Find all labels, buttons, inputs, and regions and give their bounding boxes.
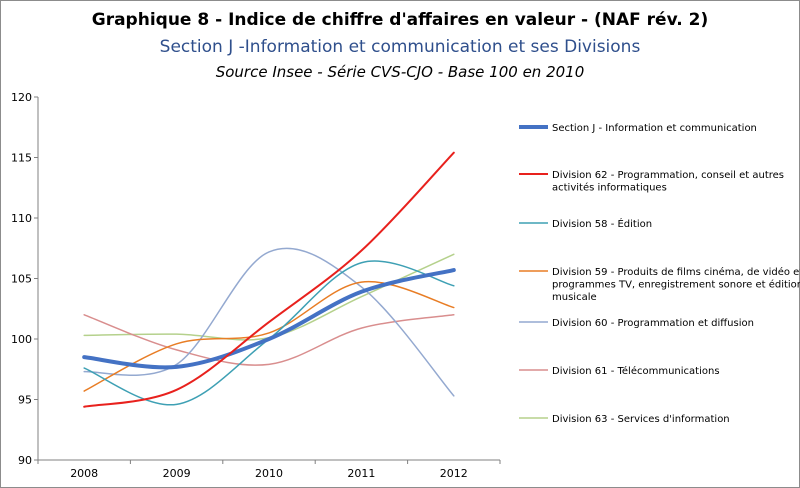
x-tick-label: 2010: [255, 467, 283, 480]
series-line-0: [82, 268, 456, 370]
y-tick-label: 100: [11, 333, 32, 346]
legend-label-2: Division 58 - Édition: [552, 217, 652, 230]
x-tick-label: 2008: [70, 467, 98, 480]
y-tick-label: 120: [11, 91, 32, 104]
series-lines: [82, 151, 456, 408]
x-tick-label: 2011: [347, 467, 375, 480]
chart-title: Graphique 8 - Indice de chiffre d'affair…: [91, 10, 709, 30]
legend-label-4: Division 60 - Programmation et diffusion: [552, 318, 754, 329]
legend: Section J - Information et communication…: [519, 123, 800, 425]
x-tick-label: 2009: [163, 467, 191, 480]
y-tick-label: 90: [18, 454, 32, 467]
y-tick-label: 105: [11, 273, 32, 286]
chart-source: Source Insee - Série CVS-CJO - Base 100 …: [215, 63, 585, 81]
axes: 90 95 100 105 110 115 120 2008 2009 2010 2011 2012: [11, 91, 501, 480]
series-line-4: [83, 247, 455, 397]
chart-subtitle: Section J -Information et communication …: [159, 37, 641, 57]
y-tick-label: 95: [18, 394, 32, 407]
legend-label-5: Division 61 - Télécommunications: [552, 365, 720, 377]
x-tick-label: 2012: [440, 467, 468, 480]
series-line-5: [83, 314, 455, 366]
y-tick-label: 115: [11, 152, 32, 165]
legend-label-3: Division 59 - Produits de films cinéma, …: [552, 266, 800, 303]
legend-label-6: Division 63 - Services d'information: [552, 414, 730, 425]
y-tick-label: 110: [11, 212, 32, 225]
series-line-1: [83, 151, 455, 408]
series-line-6: [83, 253, 455, 341]
legend-label-1: Division 62 - Programmation, conseil et …: [552, 170, 784, 194]
legend-label-0: Section J - Information et communication: [552, 123, 757, 134]
